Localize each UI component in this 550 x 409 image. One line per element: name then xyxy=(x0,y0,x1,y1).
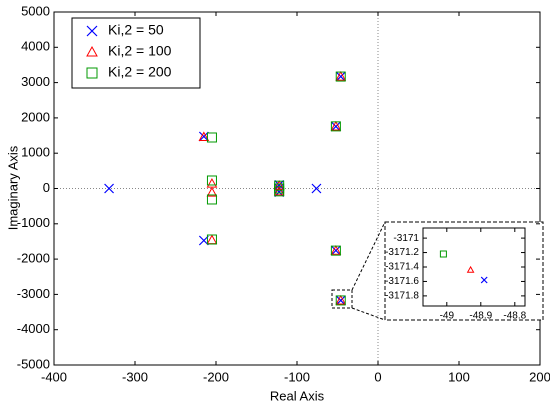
point xyxy=(198,131,210,142)
y-tick-label: -3171.8 xyxy=(385,291,419,302)
point xyxy=(330,121,341,132)
point xyxy=(335,295,346,306)
point xyxy=(335,71,346,82)
point xyxy=(198,131,209,142)
x-tick-label: -49 xyxy=(440,311,455,322)
point xyxy=(206,234,217,245)
point xyxy=(330,245,341,256)
point xyxy=(335,71,347,81)
x-tick-label: -48.9 xyxy=(469,311,492,322)
point xyxy=(335,295,346,306)
legend-label: Ki,2 = 50 xyxy=(108,22,164,38)
y-tick-label: -1000 xyxy=(17,215,50,230)
y-tick-label: 2000 xyxy=(21,109,50,124)
y-tick-label: -3171.2 xyxy=(385,247,419,258)
y-tick-label: -4000 xyxy=(17,321,50,336)
legend-marker xyxy=(86,25,98,37)
legend-label: Ki,2 = 100 xyxy=(108,43,172,59)
point xyxy=(480,276,488,284)
connector xyxy=(351,221,386,291)
point xyxy=(274,186,285,197)
x-axis-label: Real Axis xyxy=(270,388,325,403)
point xyxy=(330,245,341,256)
x-tick-label: 100 xyxy=(448,369,470,384)
point xyxy=(335,294,347,305)
y-tick-label: -3171 xyxy=(393,233,419,244)
point xyxy=(439,250,447,258)
point xyxy=(104,183,115,194)
point xyxy=(330,120,342,131)
x-tick-label: -100 xyxy=(284,369,310,384)
y-tick-label: 1000 xyxy=(21,145,50,160)
x-tick-label: -200 xyxy=(203,369,229,384)
legend-marker xyxy=(86,67,98,79)
y-tick-label: -3171.4 xyxy=(385,262,419,273)
point xyxy=(466,265,475,273)
legend-label: Ki,2 = 200 xyxy=(108,64,172,80)
x-tick-label: 0 xyxy=(374,369,381,384)
y-tick-label: 3000 xyxy=(21,74,50,89)
point xyxy=(273,180,285,190)
point xyxy=(274,180,285,190)
zoom-marker xyxy=(331,289,353,309)
point xyxy=(273,185,285,196)
y-tick-label: -2000 xyxy=(17,251,50,266)
y-tick-label: -3000 xyxy=(17,286,50,301)
point xyxy=(206,175,217,186)
x-tick-label: 200 xyxy=(529,369,550,384)
y-tick-label: 4000 xyxy=(21,39,50,54)
point xyxy=(330,245,342,255)
y-tick-label: 5000 xyxy=(21,3,50,18)
point xyxy=(198,235,209,246)
inset-plot-frame xyxy=(422,227,526,307)
x-tick-label: -400 xyxy=(41,369,67,384)
legend-marker xyxy=(86,45,98,57)
point xyxy=(311,183,322,194)
y-tick-label: 0 xyxy=(43,180,50,195)
point xyxy=(335,71,346,82)
point xyxy=(206,186,218,197)
y-tick-label: -3171.6 xyxy=(385,276,419,287)
x-tick-label: -48.8 xyxy=(503,311,526,322)
connector xyxy=(351,307,386,321)
y-axis-label: Imaginary Axis xyxy=(5,145,20,230)
point xyxy=(206,194,217,205)
y-tick-label: -5000 xyxy=(17,356,50,371)
x-tick-label: -300 xyxy=(122,369,148,384)
point xyxy=(206,132,217,143)
